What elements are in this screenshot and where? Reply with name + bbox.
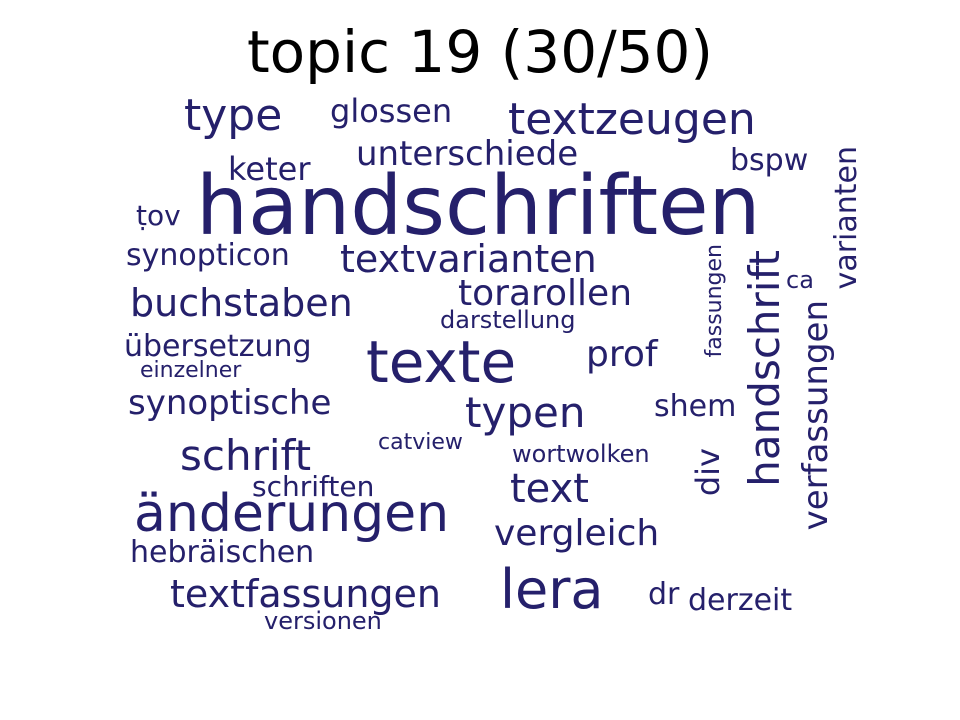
cloud-word: schriften xyxy=(252,470,375,503)
cloud-word: änderungen xyxy=(134,484,450,544)
cloud-word: versionen xyxy=(264,607,382,635)
cloud-word: varianten xyxy=(829,146,864,290)
cloud-word: handschrift xyxy=(740,250,789,487)
cloud-word: vergleich xyxy=(494,513,660,554)
page-title: topic 19 (30/50) xyxy=(246,18,714,86)
cloud-word: textzeugen xyxy=(508,94,756,145)
cloud-word: texte xyxy=(366,328,517,396)
cloud-word: derzeit xyxy=(688,583,793,618)
cloud-word: prof xyxy=(586,334,658,375)
cloud-word: ṭov xyxy=(136,199,181,232)
cloud-word: schrift xyxy=(180,431,312,480)
cloud-word: synoptische xyxy=(128,383,332,423)
cloud-word: type xyxy=(184,90,283,141)
cloud-word: unterschiede xyxy=(356,134,579,174)
cloud-word: handschriften xyxy=(196,159,761,254)
cloud-word: torarollen xyxy=(458,273,633,314)
cloud-word: synopticon xyxy=(126,238,290,273)
cloud-word: shem xyxy=(654,389,737,424)
cloud-word: wortwolken xyxy=(512,440,650,468)
cloud-word: typen xyxy=(465,388,586,437)
cloud-word: ca xyxy=(786,266,814,294)
cloud-word: darstellung xyxy=(440,306,576,334)
cloud-word: catview xyxy=(378,430,463,455)
cloud-word: fassungen xyxy=(702,244,727,358)
cloud-word: hebräischen xyxy=(130,535,315,570)
cloud-word: glossen xyxy=(330,92,453,130)
cloud-word: div xyxy=(689,448,727,497)
cloud-word: einzelner xyxy=(140,358,242,383)
cloud-word: verfassungen xyxy=(796,300,836,531)
cloud-word: übersetzung xyxy=(124,329,312,364)
cloud-word: text xyxy=(510,466,589,512)
cloud-word: dr xyxy=(648,577,680,612)
cloud-word: textvarianten xyxy=(340,237,597,281)
cloud-word: textfassungen xyxy=(170,572,442,616)
cloud-word: bspw xyxy=(730,143,809,178)
cloud-word: lera xyxy=(500,558,604,621)
cloud-word: keter xyxy=(228,150,311,188)
cloud-word: buchstaben xyxy=(130,281,353,325)
